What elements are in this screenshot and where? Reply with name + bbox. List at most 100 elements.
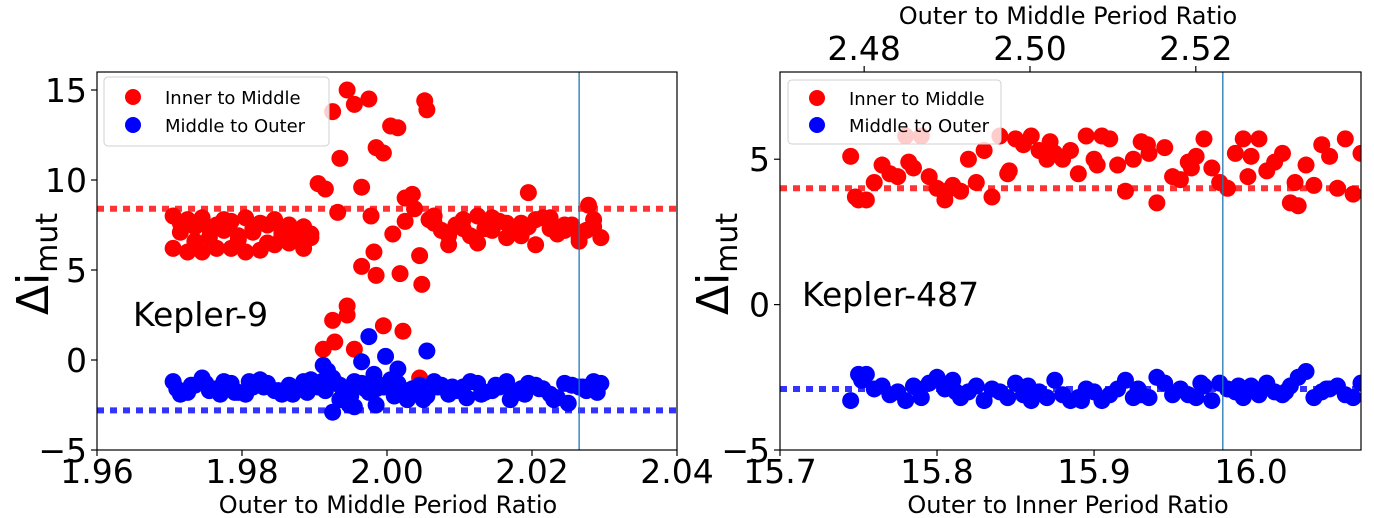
- data-point: [389, 119, 407, 137]
- data-point: [237, 243, 255, 261]
- data-point: [1297, 362, 1315, 380]
- data-point: [1156, 139, 1174, 157]
- data-point: [501, 391, 519, 409]
- data-point: [588, 383, 606, 401]
- data-point: [211, 385, 229, 403]
- data-point: [1286, 173, 1304, 191]
- data-point: [326, 333, 344, 351]
- data-point: [414, 391, 432, 409]
- data-point: [1273, 144, 1291, 162]
- data-point: [324, 311, 342, 329]
- series-inner-to-middle: [164, 81, 610, 387]
- data-point: [469, 207, 487, 225]
- data-point: [353, 353, 371, 371]
- data-point: [168, 380, 186, 398]
- data-point: [319, 362, 337, 380]
- data-point: [316, 180, 334, 198]
- data-point: [1088, 156, 1106, 174]
- data-point: [197, 374, 215, 392]
- data-point: [396, 189, 414, 207]
- y-tick-label: 0: [66, 341, 87, 380]
- data-point: [842, 392, 860, 410]
- data-point: [338, 81, 356, 99]
- data-point: [1321, 147, 1339, 165]
- data-point: [1195, 130, 1213, 148]
- data-point: [472, 385, 490, 403]
- data-point: [1046, 371, 1064, 389]
- data-point: [365, 243, 383, 261]
- data-point: [458, 389, 476, 407]
- data-point: [530, 380, 548, 398]
- data-point: [527, 236, 545, 254]
- data-point: [200, 220, 218, 238]
- data-point: [329, 203, 347, 221]
- data-point: [273, 223, 291, 241]
- data-point: [512, 227, 530, 245]
- y-tick-label: 0: [749, 286, 770, 325]
- legend-label-inner-to-middle: Inner to Middle: [849, 89, 985, 110]
- legend-label-middle-to-outer: Middle to Outer: [165, 116, 306, 137]
- data-point: [454, 220, 472, 238]
- legend-frame: [103, 76, 330, 147]
- data-point: [1182, 159, 1200, 177]
- data-point: [186, 232, 204, 250]
- data-point: [1116, 371, 1134, 389]
- data-point: [240, 373, 258, 391]
- data-point: [889, 168, 907, 186]
- series-inner-to-middle: [842, 127, 1361, 215]
- legend-frame: [787, 79, 1002, 145]
- data-point: [182, 376, 200, 394]
- data-point: [1305, 176, 1323, 194]
- x-tick-label: 2.02: [495, 452, 568, 491]
- legend-label-middle-to-outer: Middle to Outer: [849, 116, 990, 137]
- data-point: [846, 188, 864, 206]
- data-point: [331, 149, 349, 167]
- data-point: [865, 173, 883, 191]
- data-point: [527, 211, 545, 229]
- data-point: [360, 328, 378, 346]
- data-point: [345, 398, 363, 416]
- x-tick-label: 2.04: [640, 452, 713, 491]
- data-point: [897, 392, 915, 410]
- data-point: [1317, 380, 1335, 398]
- data-point: [360, 90, 378, 108]
- data-point: [440, 227, 458, 245]
- data-point: [541, 220, 559, 238]
- data-point: [498, 214, 516, 232]
- data-point: [413, 275, 431, 293]
- data-point: [1344, 185, 1361, 203]
- data-point: [345, 95, 363, 113]
- data-point: [842, 147, 860, 165]
- x-tick-label: 1.96: [60, 452, 133, 491]
- data-point: [909, 380, 927, 398]
- data-point: [1022, 127, 1040, 145]
- data-point: [186, 218, 204, 236]
- data-point: [411, 247, 429, 265]
- data-point: [362, 207, 380, 225]
- data-point: [1069, 165, 1087, 183]
- data-point: [443, 378, 461, 396]
- legend: Inner to Middle Middle to Outer: [103, 76, 330, 147]
- x-tick-label: 1.98: [205, 452, 278, 491]
- data-point: [1203, 392, 1221, 410]
- data-point: [1041, 133, 1059, 151]
- legend-label-inner-to-middle: Inner to Middle: [165, 88, 301, 109]
- legend-marker-inner-to-middle: [809, 90, 825, 106]
- data-point: [545, 391, 563, 409]
- data-point: [975, 142, 993, 160]
- data-point: [1019, 377, 1037, 395]
- data-point: [952, 182, 970, 200]
- data-point: [1129, 380, 1147, 398]
- top-x-tick-label: 2.50: [993, 29, 1066, 68]
- data-point: [324, 403, 342, 421]
- data-point: [338, 306, 356, 324]
- data-point: [1109, 156, 1127, 174]
- data-point: [353, 257, 371, 275]
- data-point: [1124, 150, 1142, 168]
- data-point: [418, 342, 436, 360]
- data-point: [164, 239, 182, 257]
- plot-area: [780, 127, 1361, 410]
- top-x-axis-label: Outer to Middle Period Ratio: [899, 2, 1237, 30]
- data-point: [559, 394, 577, 412]
- data-point: [226, 383, 244, 401]
